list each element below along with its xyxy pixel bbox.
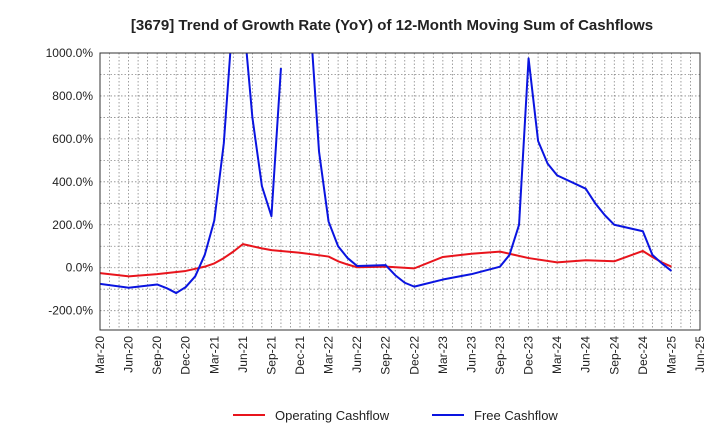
x-tick-label: Dec-23 bbox=[522, 336, 536, 375]
x-tick-label: Jun-21 bbox=[236, 336, 250, 373]
x-tick-label: Mar-20 bbox=[93, 336, 107, 374]
series-line-operating-cashflow bbox=[100, 243, 672, 278]
x-tick-label: Jun-20 bbox=[122, 336, 136, 373]
legend: Operating Cashflow Free Cashflow bbox=[233, 408, 558, 423]
series-lines bbox=[100, 53, 673, 295]
y-tick-label: -200.0% bbox=[48, 304, 93, 318]
x-tick-label: Mar-25 bbox=[664, 336, 678, 374]
axes: -200.0% 0.0% 200.0% 400.0% 600.0% 800.0% 1000.… bbox=[46, 46, 707, 375]
x-tick-label: Sep-21 bbox=[264, 336, 278, 375]
y-tick-label: 400.0% bbox=[52, 175, 93, 189]
x-tick-label: Dec-24 bbox=[636, 336, 650, 375]
grid bbox=[100, 53, 700, 330]
y-tick-label: 800.0% bbox=[52, 89, 93, 103]
x-tick-label: Sep-22 bbox=[379, 336, 393, 375]
x-tick-label: Jun-23 bbox=[464, 336, 478, 373]
series-line-free-cashflow bbox=[311, 53, 673, 288]
plot-frame bbox=[99, 52, 701, 331]
series-line-free-cashflow bbox=[100, 53, 282, 295]
x-tick-label: Sep-24 bbox=[607, 336, 621, 375]
x-tick-label: Dec-21 bbox=[293, 336, 307, 375]
x-tick-label: Jun-24 bbox=[579, 336, 593, 373]
y-tick-label: 600.0% bbox=[52, 132, 93, 146]
x-tick-label: Jun-25 bbox=[693, 336, 707, 373]
x-tick-label: Mar-24 bbox=[550, 336, 564, 374]
chart-title: [3679] Trend of Growth Rate (YoY) of 12-… bbox=[131, 17, 653, 34]
x-tick-label: Sep-23 bbox=[493, 336, 507, 375]
legend-label: Operating Cashflow bbox=[275, 408, 390, 423]
x-tick-label: Dec-20 bbox=[179, 336, 193, 375]
x-tick-label: Jun-22 bbox=[350, 336, 364, 373]
y-tick-label: 200.0% bbox=[52, 218, 93, 232]
y-tick-label: 0.0% bbox=[66, 261, 94, 275]
x-tick-label: Sep-20 bbox=[150, 336, 164, 375]
y-tick-label: 1000.0% bbox=[46, 46, 94, 60]
x-tick-label: Dec-22 bbox=[407, 336, 421, 375]
x-tick-label: Mar-21 bbox=[207, 336, 221, 374]
legend-label: Free Cashflow bbox=[474, 408, 558, 423]
x-tick-label: Mar-23 bbox=[436, 336, 450, 374]
x-tick-label: Mar-22 bbox=[322, 336, 336, 374]
